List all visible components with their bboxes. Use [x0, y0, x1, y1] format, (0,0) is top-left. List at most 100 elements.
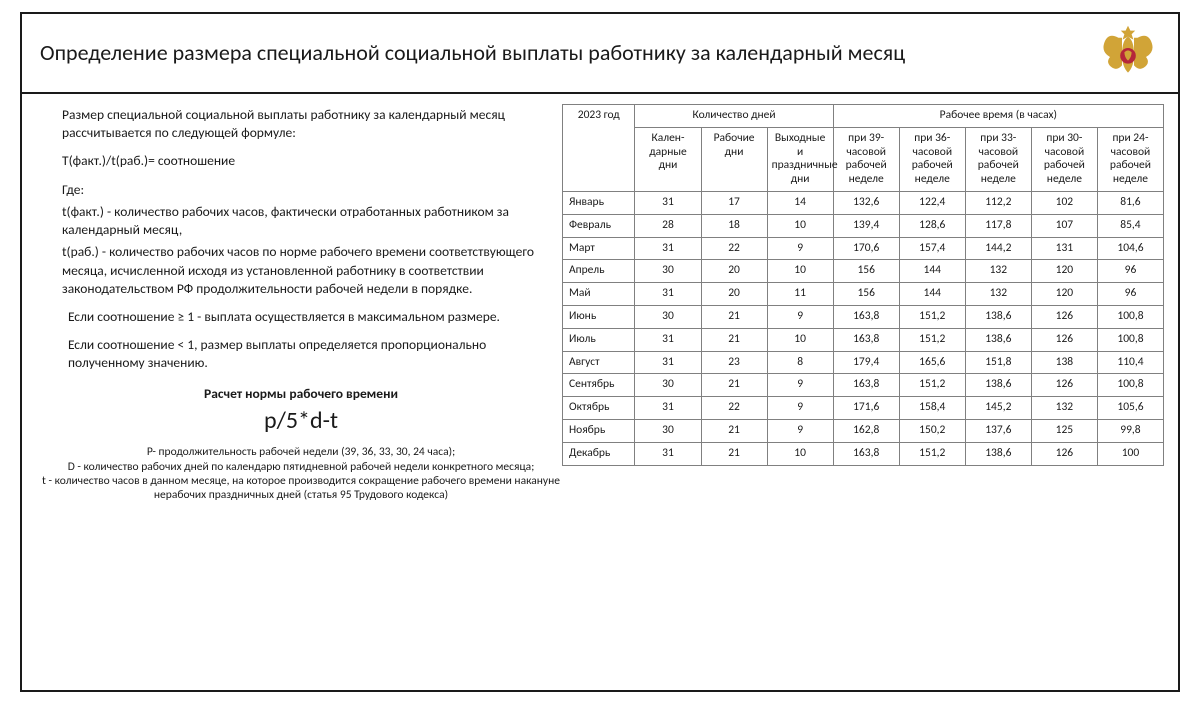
- cell-h36: 144: [899, 283, 965, 306]
- cell-h24: 100,8: [1097, 328, 1163, 351]
- cell-h24: 100,8: [1097, 305, 1163, 328]
- th-group-days: Количество дней: [635, 105, 833, 128]
- cell-h36: 157,4: [899, 237, 965, 260]
- cell-h39: 179,4: [833, 351, 899, 374]
- th-36: при 36-часовой рабочей неделе: [899, 127, 965, 191]
- legend-d: D - количество рабочих дней по календарю…: [32, 460, 570, 474]
- legend-p: P- продолжительность рабочей недели (39,…: [32, 445, 570, 459]
- page-title: Определение размера специальной социальн…: [40, 39, 1098, 67]
- cell-h36: 128,6: [899, 214, 965, 237]
- table-row: Ноябрь30219162,8150,2137,612599,8: [563, 419, 1164, 442]
- legend-t1: t - количество часов в данном месяце, на…: [32, 474, 570, 488]
- cell-month: Октябрь: [563, 397, 635, 420]
- cell-h30: 126: [1031, 305, 1097, 328]
- cell-work-days: 21: [701, 442, 767, 465]
- cell-h33: 132: [965, 260, 1031, 283]
- cell-h30: 102: [1031, 191, 1097, 214]
- cell-month: Апрель: [563, 260, 635, 283]
- formula-legend: P- продолжительность рабочей недели (39,…: [32, 445, 570, 503]
- th-24: при 24-часовой рабочей неделе: [1097, 127, 1163, 191]
- table-row: Февраль281810139,4128,6117,810785,4: [563, 214, 1164, 237]
- cell-off-days: 9: [767, 305, 833, 328]
- cell-work-days: 21: [701, 328, 767, 351]
- cell-h36: 151,2: [899, 442, 965, 465]
- th-33: при 33-часовой рабочей неделе: [965, 127, 1031, 191]
- cell-off-days: 9: [767, 374, 833, 397]
- cell-month: Январь: [563, 191, 635, 214]
- cell-h24: 100: [1097, 442, 1163, 465]
- cell-h33: 138,6: [965, 328, 1031, 351]
- th-work: Рабочие дни: [701, 127, 767, 191]
- cell-off-days: 9: [767, 237, 833, 260]
- cell-work-days: 18: [701, 214, 767, 237]
- cell-h30: 131: [1031, 237, 1097, 260]
- cell-h36: 122,4: [899, 191, 965, 214]
- table-row: Декабрь312110163,8151,2138,6126100: [563, 442, 1164, 465]
- cell-cal-days: 30: [635, 305, 701, 328]
- table-panel: 2023 год Количество дней Рабочее время (…: [562, 94, 1178, 690]
- cell-cal-days: 31: [635, 191, 701, 214]
- cell-h24: 99,8: [1097, 419, 1163, 442]
- cell-h30: 125: [1031, 419, 1097, 442]
- cell-h33: 117,8: [965, 214, 1031, 237]
- cell-h36: 158,4: [899, 397, 965, 420]
- slide-frame: Определение размера специальной социальн…: [20, 12, 1180, 692]
- cell-off-days: 9: [767, 397, 833, 420]
- table-row: Май31201115614413212096: [563, 283, 1164, 306]
- cell-h39: 171,6: [833, 397, 899, 420]
- cell-month: Июнь: [563, 305, 635, 328]
- cell-off-days: 14: [767, 191, 833, 214]
- cell-h30: 132: [1031, 397, 1097, 420]
- cell-off-days: 9: [767, 419, 833, 442]
- table-row: Июль312110163,8151,2138,6126100,8: [563, 328, 1164, 351]
- cell-off-days: 11: [767, 283, 833, 306]
- table-row: Сентябрь30219163,8151,2138,6126100,8: [563, 374, 1164, 397]
- cell-h33: 138,6: [965, 442, 1031, 465]
- th-year: 2023 год: [563, 105, 635, 192]
- th-group-hours: Рабочее время (в часах): [833, 105, 1163, 128]
- definition-tfact: t(факт.) - количество рабочих часов, фак…: [62, 203, 540, 239]
- cell-cal-days: 31: [635, 442, 701, 465]
- cell-h39: 132,6: [833, 191, 899, 214]
- cell-month: Июль: [563, 328, 635, 351]
- cell-h36: 150,2: [899, 419, 965, 442]
- cell-h24: 81,6: [1097, 191, 1163, 214]
- cell-h39: 170,6: [833, 237, 899, 260]
- cell-h39: 163,8: [833, 442, 899, 465]
- slide-body: Размер специальной социальной выплаты ра…: [22, 94, 1178, 690]
- cell-h24: 96: [1097, 260, 1163, 283]
- table-row: Август31238179,4165,6151,8138110,4: [563, 351, 1164, 374]
- cell-work-days: 23: [701, 351, 767, 374]
- cell-h30: 120: [1031, 283, 1097, 306]
- legend-t2: нерабочих праздничных дней (статья 95 Тр…: [32, 488, 570, 502]
- definition-trab: t(раб.) - количество рабочих часов по но…: [62, 243, 540, 298]
- cell-work-days: 20: [701, 260, 767, 283]
- th-cal: Кален-дарные дни: [635, 127, 701, 191]
- cell-cal-days: 31: [635, 237, 701, 260]
- cell-work-days: 17: [701, 191, 767, 214]
- table-row: Октябрь31229171,6158,4145,2132105,6: [563, 397, 1164, 420]
- cell-h39: 156: [833, 260, 899, 283]
- cell-off-days: 10: [767, 328, 833, 351]
- cell-h39: 139,4: [833, 214, 899, 237]
- cell-h39: 163,8: [833, 328, 899, 351]
- cell-month: Февраль: [563, 214, 635, 237]
- intro-text: Размер специальной социальной выплаты ра…: [62, 106, 540, 142]
- th-39: при 39-часовой рабочей неделе: [833, 127, 899, 191]
- cell-work-days: 22: [701, 397, 767, 420]
- cell-h33: 151,8: [965, 351, 1031, 374]
- cell-work-days: 21: [701, 374, 767, 397]
- cell-month: Август: [563, 351, 635, 374]
- cell-h24: 100,8: [1097, 374, 1163, 397]
- description-panel: Размер специальной социальной выплаты ра…: [22, 94, 562, 690]
- cell-cal-days: 31: [635, 283, 701, 306]
- rule-ge1: Если соотношение ≥ 1 - выплата осуществл…: [62, 308, 540, 326]
- cell-h30: 120: [1031, 260, 1097, 283]
- rule-lt1: Если соотношение < 1, размер выплаты опр…: [62, 336, 540, 372]
- cell-month: Сентябрь: [563, 374, 635, 397]
- table-row: Апрель30201015614413212096: [563, 260, 1164, 283]
- cell-work-days: 21: [701, 305, 767, 328]
- ratio-formula: T(факт.)/t(раб.)= соотношение: [62, 152, 540, 170]
- cell-cal-days: 30: [635, 419, 701, 442]
- cell-cal-days: 31: [635, 328, 701, 351]
